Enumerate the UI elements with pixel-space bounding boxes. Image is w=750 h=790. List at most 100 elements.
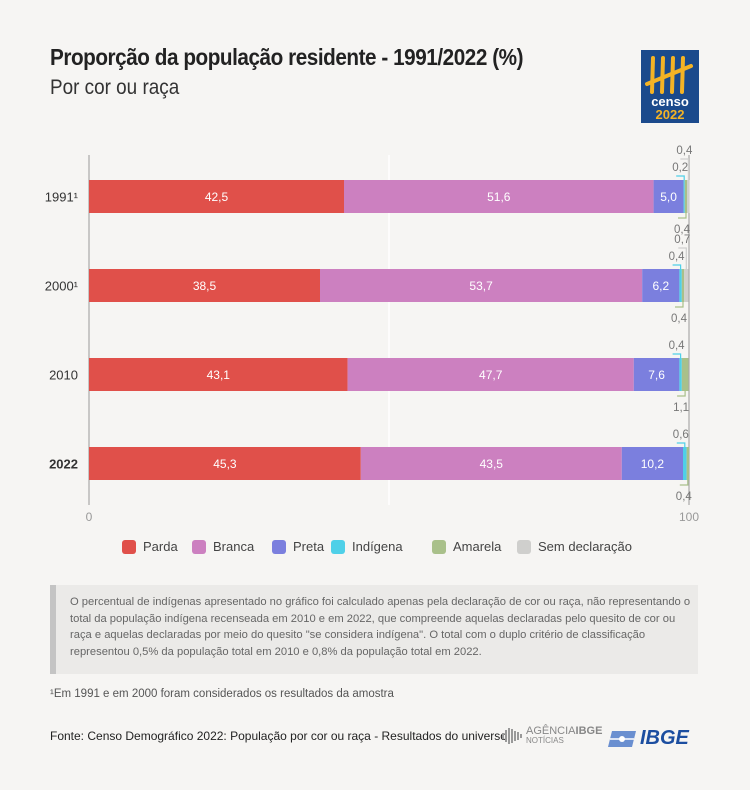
- svg-text:2022: 2022: [656, 107, 685, 122]
- footnote: ¹Em 1991 e em 2000 foram considerados os…: [50, 688, 394, 700]
- censo-2022-logo: censo 2022: [641, 50, 699, 123]
- small-value-label: 0,4: [669, 251, 686, 263]
- bar-indígena: [679, 269, 682, 302]
- legend-item: Sem declaração: [517, 539, 632, 554]
- small-value-annotation: 0,2: [672, 162, 688, 180]
- category-label: 1991¹: [45, 190, 79, 205]
- small-value-annotation: 0,4: [674, 213, 691, 236]
- bar-value-label: 10,2: [641, 457, 665, 471]
- leader-line: [680, 158, 690, 180]
- agencia-icon: [502, 728, 522, 744]
- bar-indígena: [683, 447, 687, 480]
- small-value-label: 0,2: [672, 162, 688, 174]
- svg-text:censo: censo: [651, 94, 689, 109]
- bar-parda: [89, 358, 348, 391]
- legend-swatch: [517, 539, 531, 554]
- bar-branca: [347, 358, 634, 391]
- bar-sem-declaração: [687, 180, 690, 213]
- bar-branca: [320, 269, 643, 302]
- bar-value-label: 45,3: [213, 457, 237, 471]
- legend-item: Indígena: [331, 539, 403, 554]
- source-text: Fonte: Censo Demográfico 2022: População…: [50, 729, 507, 743]
- category-label: 2010: [49, 368, 78, 383]
- bar-branca: [360, 447, 622, 480]
- legend-label: Sem declaração: [538, 539, 632, 554]
- small-value-label: 0,4: [671, 313, 688, 325]
- leader-line: [677, 391, 686, 397]
- small-value-annotation: 0,7: [674, 234, 690, 269]
- chart-title: Proporção da população residente - 1991/…: [50, 44, 524, 70]
- legend-label: Indígena: [352, 539, 403, 554]
- bar-branca: [344, 180, 654, 213]
- agencia-ibge-logo: AGÊNCIAIBGE NOTÍCIAS: [502, 726, 602, 746]
- bar-value-label: 43,1: [207, 368, 231, 382]
- bar-amarela: [684, 180, 688, 213]
- x-tick-label: 100: [679, 510, 699, 524]
- bar-sem-declaração: [684, 269, 689, 302]
- bar-preta: [653, 180, 684, 213]
- small-value-annotation: 1,1: [673, 391, 689, 414]
- bar-value-label: 7,6: [648, 368, 665, 382]
- legend-swatch: [122, 539, 136, 554]
- bar-indígena: [679, 358, 682, 391]
- bar-value-label: 5,0: [660, 190, 677, 204]
- ibge-emblem-icon: [608, 730, 636, 747]
- legend-swatch: [192, 539, 206, 554]
- agencia-label: AGÊNCIA: [526, 725, 576, 737]
- legend-item: Preta: [272, 539, 324, 554]
- ibge-label: IBGE: [640, 727, 689, 749]
- x-tick-label: 0: [86, 510, 93, 524]
- legend-swatch: [272, 539, 286, 554]
- chart-subtitle: Por cor ou raça: [50, 76, 180, 99]
- agencia-bold-label: IBGE: [575, 725, 603, 737]
- leader-line: [672, 264, 682, 269]
- small-value-label: 0,6: [673, 429, 689, 441]
- bar-preta: [621, 447, 683, 480]
- ibge-logo: IBGE: [607, 727, 689, 750]
- legend-swatch: [331, 539, 345, 554]
- small-value-label: 0,4: [669, 340, 686, 352]
- bar-indígena: [683, 180, 685, 213]
- small-value-annotation: 0,4: [669, 340, 686, 358]
- bar-amarela: [681, 358, 689, 391]
- stacked-bar-chart: 0 100 1991¹ 42,5 51,6 5,0 0,2 0,4 0,4 2000¹ 38,5 53…: [45, 145, 700, 524]
- bar-parda: [89, 180, 344, 213]
- legend-swatch: [432, 539, 446, 554]
- bar-parda: [89, 447, 361, 480]
- category-label: 2000¹: [45, 279, 79, 294]
- bar-value-label: 38,5: [193, 279, 217, 293]
- legend-label: Parda: [143, 539, 178, 554]
- legend-label: Amarela: [453, 539, 502, 554]
- small-value-label: 0,4: [676, 491, 693, 503]
- leader-line: [679, 480, 689, 486]
- small-value-annotation: 0,4: [676, 480, 693, 503]
- leader-line: [678, 213, 687, 219]
- small-value-label: 1,1: [673, 402, 689, 414]
- legend-label: Branca: [213, 539, 255, 554]
- bar-value-label: 53,7: [469, 279, 493, 293]
- bar-value-label: 51,6: [487, 190, 511, 204]
- leader-line: [675, 302, 684, 308]
- small-value-annotation: 0,6: [673, 429, 689, 447]
- bar-preta: [633, 358, 680, 391]
- bar-value-label: 42,5: [205, 190, 229, 204]
- bar-value-label: 43,5: [480, 457, 504, 471]
- small-value-label: 0,4: [674, 224, 691, 236]
- methodology-note: O percentual de indígenas apresentado no…: [50, 585, 698, 674]
- leader-line: [672, 353, 682, 358]
- bar-parda: [89, 269, 320, 302]
- leader-line: [676, 442, 686, 447]
- leader-line: [678, 247, 687, 269]
- agencia-sub-label: NOTÍCIAS: [526, 736, 564, 745]
- legend-label: Preta: [293, 539, 325, 554]
- small-value-label: 0,7: [674, 234, 690, 246]
- small-value-annotation: 0,4: [669, 251, 686, 269]
- legend-item: Parda: [122, 539, 178, 554]
- bar-value-label: 6,2: [652, 279, 669, 293]
- leader-line: [676, 175, 685, 180]
- category-label: 2022: [49, 457, 78, 472]
- small-value-label: 0,4: [676, 145, 693, 157]
- bar-value-label: 47,7: [479, 368, 503, 382]
- legend-item: Branca: [192, 539, 254, 554]
